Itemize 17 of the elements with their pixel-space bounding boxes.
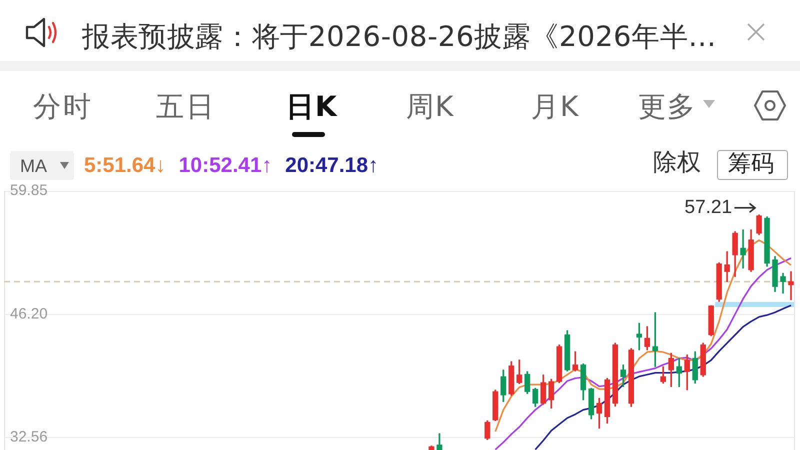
text: 报表预披露：将于2026-08-26披露《2026年半… (82, 20, 716, 53)
text: 除权 (653, 148, 701, 176)
text: 日K (286, 90, 338, 123)
annotation: 57.21 (684, 197, 732, 218)
y-tick-label: 59.85 (10, 182, 48, 200)
text: 周K (406, 90, 454, 123)
text: 10:52.41↑ (178, 154, 272, 177)
text: 筹码 (728, 151, 774, 177)
text: 月K (531, 90, 580, 123)
legend-title: MA (20, 156, 47, 176)
text: 更多 (638, 90, 696, 123)
text: 五日 (156, 90, 216, 123)
y-tick-label: 46.20 (10, 305, 48, 322)
text: 20:47.18↑ (285, 154, 379, 177)
y-tick-label: 32.56 (10, 428, 48, 446)
text: 分时 (33, 90, 93, 123)
text: 5:51.64↓ (84, 154, 166, 177)
